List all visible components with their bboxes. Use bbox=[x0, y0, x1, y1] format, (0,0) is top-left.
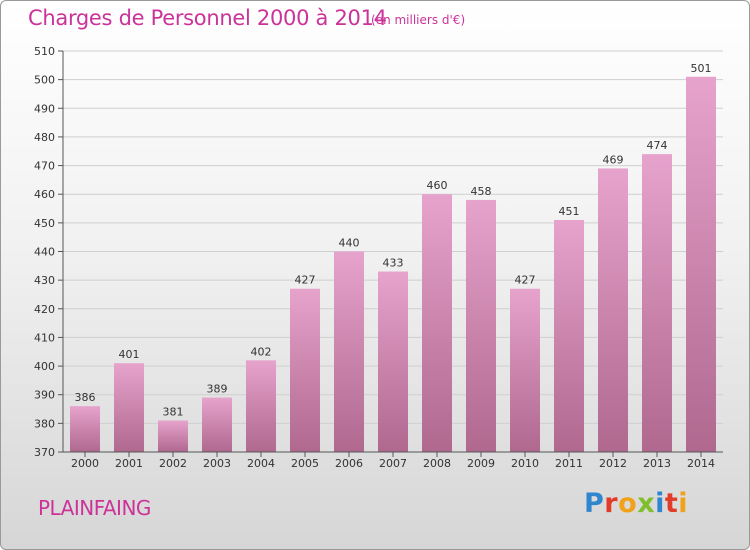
bar bbox=[114, 363, 144, 452]
y-tick-label: 500 bbox=[34, 74, 55, 87]
bar bbox=[642, 154, 672, 452]
bar bbox=[686, 76, 716, 453]
x-tick-label: 2004 bbox=[247, 457, 275, 470]
x-tick-label: 2014 bbox=[687, 457, 715, 470]
bar bbox=[334, 251, 364, 452]
chart-unit-label: (en milliers d'€) bbox=[371, 13, 466, 27]
bar bbox=[422, 194, 452, 452]
x-tick-label: 2000 bbox=[71, 457, 99, 470]
logo-letter: i bbox=[678, 488, 689, 519]
bar bbox=[70, 406, 100, 452]
bar bbox=[510, 288, 540, 452]
bar-value-label: 440 bbox=[339, 237, 360, 250]
x-tick-label: 2013 bbox=[643, 457, 671, 470]
bar-value-label: 389 bbox=[207, 383, 228, 396]
x-tick-label: 2009 bbox=[467, 457, 495, 470]
bar-value-label: 451 bbox=[559, 205, 580, 218]
x-tick-label: 2010 bbox=[511, 457, 539, 470]
bar bbox=[246, 360, 276, 452]
logo-letter: o bbox=[618, 488, 638, 519]
bar bbox=[202, 397, 232, 452]
y-tick-label: 460 bbox=[34, 188, 55, 201]
bar bbox=[554, 219, 584, 452]
x-tick-label: 2005 bbox=[291, 457, 319, 470]
bar bbox=[598, 168, 628, 452]
bar-value-label: 402 bbox=[251, 345, 272, 358]
bar-value-label: 433 bbox=[383, 257, 404, 270]
y-tick-label: 480 bbox=[34, 131, 55, 144]
bar-value-label: 501 bbox=[691, 62, 712, 75]
bar-value-label: 458 bbox=[471, 185, 492, 198]
y-tick-label: 400 bbox=[34, 360, 55, 373]
logo-letter: t bbox=[664, 488, 679, 519]
bar bbox=[158, 420, 188, 452]
logo-letter: x bbox=[637, 488, 656, 519]
x-tick-label: 2006 bbox=[335, 457, 363, 470]
x-tick-label: 2007 bbox=[379, 457, 407, 470]
y-tick-label: 450 bbox=[34, 217, 55, 230]
logo-letter: i bbox=[655, 488, 665, 519]
bar-value-label: 427 bbox=[515, 274, 536, 287]
bar-value-label: 427 bbox=[295, 274, 316, 287]
x-tick-label: 2008 bbox=[423, 457, 451, 470]
bar-value-label: 474 bbox=[647, 139, 668, 152]
bar bbox=[290, 288, 320, 452]
y-tick-label: 430 bbox=[34, 274, 55, 287]
y-tick-label: 390 bbox=[34, 389, 55, 402]
bar-value-label: 386 bbox=[75, 391, 96, 404]
bar bbox=[466, 199, 496, 452]
y-tick-label: 410 bbox=[34, 331, 55, 344]
y-tick-label: 440 bbox=[34, 246, 55, 259]
y-tick-label: 470 bbox=[34, 160, 55, 173]
bar-value-label: 381 bbox=[163, 405, 184, 418]
bar-value-label: 401 bbox=[119, 348, 140, 361]
x-tick-label: 2011 bbox=[555, 457, 583, 470]
x-tick-label: 2001 bbox=[115, 457, 143, 470]
x-tick-label: 2002 bbox=[159, 457, 187, 470]
y-tick-label: 510 bbox=[34, 45, 55, 58]
x-tick-label: 2012 bbox=[599, 457, 627, 470]
town-name: PLAINFAING bbox=[38, 496, 151, 520]
y-tick-label: 490 bbox=[34, 102, 55, 115]
bar-value-label: 469 bbox=[603, 153, 624, 166]
logo-letter: P bbox=[584, 488, 605, 519]
chart-title: Charges de Personnel 2000 à 2014 bbox=[28, 6, 387, 30]
y-tick-label: 380 bbox=[34, 417, 55, 430]
x-tick-label: 2003 bbox=[203, 457, 231, 470]
logo-letter: r bbox=[604, 488, 619, 519]
proxiti-logo: Proxiti bbox=[584, 488, 688, 519]
y-tick-label: 370 bbox=[34, 446, 55, 459]
y-tick-label: 420 bbox=[34, 303, 55, 316]
bar-value-label: 460 bbox=[427, 179, 448, 192]
bar bbox=[378, 271, 408, 452]
